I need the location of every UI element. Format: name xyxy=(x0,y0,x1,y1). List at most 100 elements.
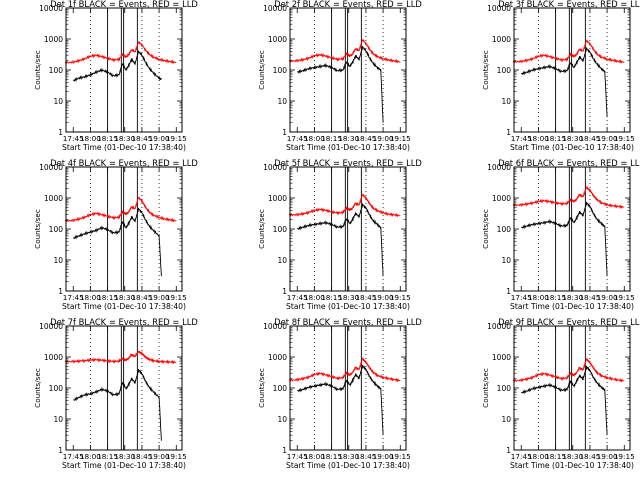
x-tick-label: 18:30 xyxy=(562,134,583,143)
x-tick-label: 19:00 xyxy=(597,293,618,302)
lld-series-line xyxy=(64,196,177,224)
panel-title: Det 2f BLACK = Events, RED = LLD xyxy=(274,0,422,9)
y-tick-label: 100 xyxy=(497,66,512,75)
x-tick-label: 18:00 xyxy=(304,134,325,143)
panel-title: Det 7f BLACK = Events, RED = LLD xyxy=(50,317,198,327)
x-tick-label: 18:15 xyxy=(97,452,118,461)
y-tick-label: 1 xyxy=(506,287,511,296)
lld-series-line xyxy=(64,41,177,65)
y-axis-label: Counts/sec xyxy=(481,50,490,90)
x-tick-label: 18:00 xyxy=(304,293,325,302)
y-axis-label: Counts/sec xyxy=(257,209,266,249)
x-axis-label: Start Time (01-Dec-10 17:38:40) xyxy=(510,143,634,152)
x-tick-label: 18:15 xyxy=(97,134,118,143)
x-tick-label: 18:45 xyxy=(579,452,600,461)
x-axis-label: Start Time (01-Dec-10 17:38:40) xyxy=(286,302,410,311)
y-tick-label: 100 xyxy=(497,384,512,393)
x-tick-label: 18:00 xyxy=(304,452,325,461)
x-tick-label: 18:30 xyxy=(562,452,583,461)
events-series-line xyxy=(520,47,608,118)
y-tick-label: 100 xyxy=(49,225,64,234)
x-tick-label: 18:45 xyxy=(131,293,152,302)
x-axis-label: Start Time (01-Dec-10 17:38:40) xyxy=(510,302,634,311)
x-tick-label: 18:30 xyxy=(338,134,359,143)
panel-title: Det 9f BLACK = Events, RED = LLD xyxy=(498,317,640,327)
panel-title: Det 5f BLACK = Events, RED = LLD xyxy=(274,158,422,168)
y-tick-label: 1 xyxy=(506,446,511,455)
y-axis-label: Counts/sec xyxy=(33,209,42,249)
x-tick-label: 18:00 xyxy=(80,293,101,302)
events-series-line xyxy=(72,207,162,277)
y-tick-label: 1 xyxy=(58,287,63,296)
x-tick-label: 17:45 xyxy=(63,293,84,302)
x-tick-label: 19:15 xyxy=(614,134,635,143)
x-tick-label: 18:00 xyxy=(80,134,101,143)
y-tick-label: 1 xyxy=(282,128,287,137)
events-series-line xyxy=(73,369,162,441)
y-tick-label: 10000 xyxy=(39,4,63,13)
y-axis-label: Counts/sec xyxy=(257,50,266,90)
y-tick-label: 100 xyxy=(49,384,64,393)
x-axis-label: Start Time (01-Dec-10 17:38:40) xyxy=(286,461,410,470)
events-series-line xyxy=(521,365,608,436)
events-series-line xyxy=(297,203,384,277)
x-axis-label: Start Time (01-Dec-10 17:38:40) xyxy=(62,143,186,152)
x-axis-label: Start Time (01-Dec-10 17:38:40) xyxy=(62,302,186,311)
y-tick-label: 1000 xyxy=(492,353,511,362)
x-tick-label: 17:45 xyxy=(287,452,308,461)
y-tick-label: 100 xyxy=(273,225,288,234)
events-series-line xyxy=(521,201,608,277)
x-tick-label: 18:45 xyxy=(131,452,152,461)
detector-panel: Det 4f BLACK = Events, RED = LLD 1 10 100 10… xyxy=(33,158,198,311)
events-series-line xyxy=(296,46,384,123)
x-tick-label: 18:15 xyxy=(545,134,566,143)
y-tick-label: 10 xyxy=(277,256,287,265)
x-tick-label: 19:15 xyxy=(390,134,411,143)
events-series-line xyxy=(297,364,384,436)
lld-series-line xyxy=(288,193,401,218)
x-tick-label: 18:45 xyxy=(131,134,152,143)
panel-title: Det 3f BLACK = Events, RED = LLD xyxy=(498,0,640,9)
x-tick-label: 18:30 xyxy=(338,452,359,461)
y-tick-label: 1000 xyxy=(44,353,63,362)
x-tick-label: 18:00 xyxy=(528,293,549,302)
y-tick-label: 10000 xyxy=(487,4,511,13)
y-tick-label: 10 xyxy=(501,415,511,424)
y-axis-label: Counts/sec xyxy=(33,368,42,408)
detector-panel: Det 9f BLACK = Events, RED = LLD 1 10 100 10… xyxy=(481,317,640,470)
y-tick-label: 10 xyxy=(501,256,511,265)
x-tick-label: 19:00 xyxy=(597,452,618,461)
x-tick-label: 17:45 xyxy=(63,452,84,461)
x-tick-label: 19:15 xyxy=(614,452,635,461)
detector-panel: Det 6f BLACK = Events, RED = LLD 1 10 100 10… xyxy=(481,158,640,311)
x-tick-label: 17:45 xyxy=(287,134,308,143)
x-tick-label: 17:45 xyxy=(63,134,84,143)
y-tick-label: 10000 xyxy=(263,163,287,172)
detector-panel: Det 2f BLACK = Events, RED = LLD 1 10 100 10… xyxy=(257,0,422,152)
x-tick-label: 19:15 xyxy=(390,452,411,461)
y-tick-label: 10 xyxy=(53,256,63,265)
x-tick-label: 18:15 xyxy=(321,452,342,461)
x-tick-label: 18:30 xyxy=(114,134,135,143)
lld-series-line xyxy=(512,185,625,210)
y-tick-label: 1 xyxy=(282,287,287,296)
x-axis-label: Start Time (01-Dec-10 17:38:40) xyxy=(510,461,634,470)
y-tick-label: 100 xyxy=(497,225,512,234)
y-tick-label: 100 xyxy=(273,384,288,393)
y-tick-label: 10 xyxy=(501,97,511,106)
detector-panel: Det 1f BLACK = Events, RED = LLD 1 10 100 10… xyxy=(33,0,198,152)
y-tick-label: 1000 xyxy=(268,353,287,362)
lld-series-line xyxy=(288,38,401,64)
detector-panel: Det 7f BLACK = Events, RED = LLD 1 10 100 10… xyxy=(33,317,198,470)
y-tick-label: 10000 xyxy=(39,163,63,172)
x-tick-label: 18:15 xyxy=(545,452,566,461)
x-tick-label: 19:00 xyxy=(149,134,170,143)
x-tick-label: 18:00 xyxy=(528,452,549,461)
x-axis-label: Start Time (01-Dec-10 17:38:40) xyxy=(62,461,186,470)
x-tick-label: 18:15 xyxy=(545,293,566,302)
y-tick-label: 1000 xyxy=(492,35,511,44)
lld-series-line xyxy=(512,39,625,65)
y-tick-label: 1 xyxy=(282,446,287,455)
lld-series-line xyxy=(64,350,177,365)
x-tick-label: 18:45 xyxy=(355,452,376,461)
